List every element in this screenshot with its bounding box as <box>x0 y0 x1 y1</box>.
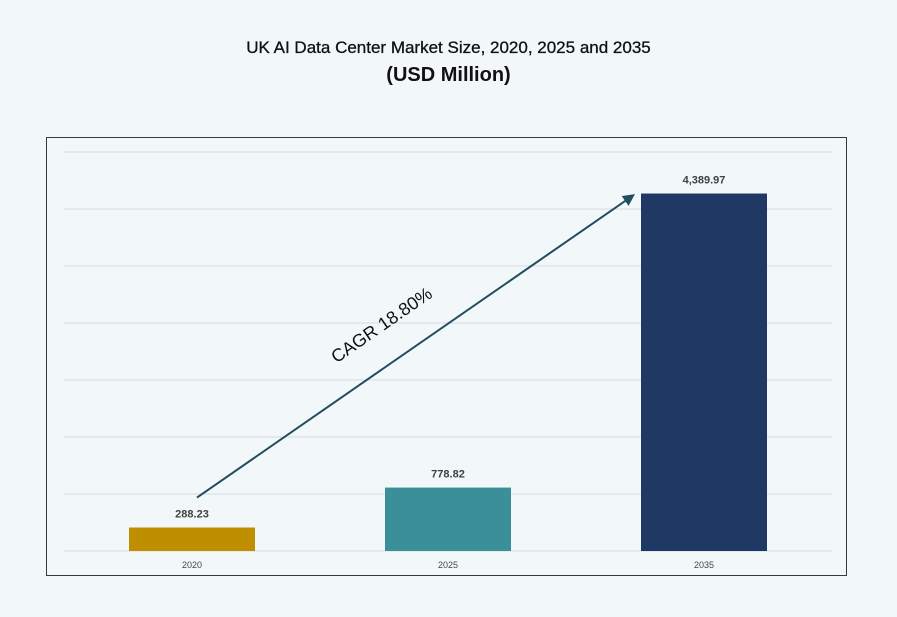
value-label-2035: 4,389.97 <box>683 175 726 187</box>
x-tick-label-2035: 2035 <box>694 560 714 570</box>
value-label-2025: 778.82 <box>431 469 465 481</box>
bars <box>129 193 767 552</box>
chart-title: UK AI Data Center Market Size, 2020, 202… <box>246 38 651 57</box>
x-tick-label-2020: 2020 <box>182 560 202 570</box>
bar-2035 <box>641 193 767 552</box>
cagr-arrow <box>196 194 635 499</box>
chart-subtitle: (USD Million) <box>386 64 511 86</box>
bar-2020 <box>129 527 255 551</box>
bar-2025 <box>385 487 511 551</box>
x-tick-label-2025: 2025 <box>438 560 458 570</box>
x-axis-labels: 2020 2025 2035 <box>182 560 714 570</box>
value-labels: 288.23 778.82 4,389.97 <box>175 175 725 521</box>
cagr-label: CAGR 18.80% <box>327 283 435 367</box>
value-label-2020: 288.23 <box>175 509 209 521</box>
cagr-annotation: CAGR 18.80% <box>196 194 635 499</box>
